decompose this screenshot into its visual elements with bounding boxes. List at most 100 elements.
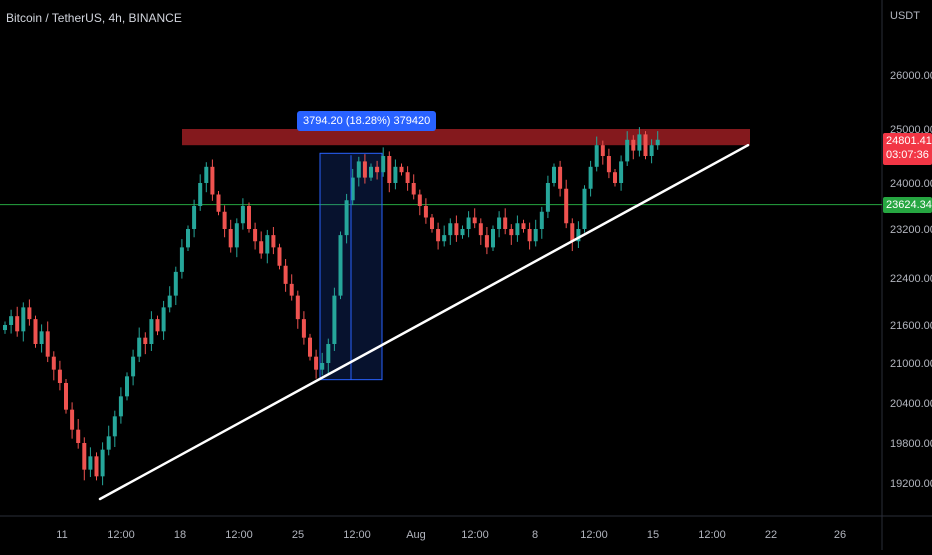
candle-body bbox=[271, 235, 276, 248]
x-tick-label: 12:00 bbox=[225, 529, 253, 541]
candle bbox=[82, 437, 87, 481]
candle-body bbox=[210, 166, 215, 195]
candle bbox=[387, 151, 392, 193]
candle bbox=[539, 206, 544, 239]
candle-body bbox=[39, 331, 44, 344]
candle-body bbox=[155, 319, 160, 332]
candle-body bbox=[436, 229, 441, 242]
candle-body bbox=[320, 363, 325, 370]
candle-body bbox=[491, 229, 495, 248]
candle bbox=[94, 452, 99, 481]
candle bbox=[362, 154, 367, 184]
candle bbox=[545, 175, 550, 219]
candle-body bbox=[350, 177, 355, 201]
candle bbox=[460, 225, 465, 239]
candle-body bbox=[613, 172, 617, 183]
candle-body bbox=[625, 139, 630, 162]
candle bbox=[356, 156, 361, 187]
candle bbox=[423, 198, 428, 224]
candle bbox=[405, 166, 410, 191]
candle-body bbox=[64, 383, 68, 410]
candle bbox=[344, 193, 349, 244]
candle bbox=[613, 168, 617, 187]
candle bbox=[51, 351, 56, 381]
candle bbox=[289, 274, 294, 301]
candle bbox=[167, 286, 172, 313]
candle-body bbox=[259, 241, 264, 254]
candle-body bbox=[179, 247, 184, 272]
candle bbox=[649, 139, 654, 164]
candle-body bbox=[423, 206, 428, 218]
candle bbox=[314, 349, 319, 379]
candle bbox=[27, 299, 32, 326]
candle-body bbox=[472, 217, 477, 224]
candle-body bbox=[405, 172, 410, 183]
candle bbox=[558, 160, 563, 197]
candle-body bbox=[314, 356, 319, 370]
y-tick-label: 23200.00 bbox=[890, 224, 932, 236]
candle bbox=[198, 174, 203, 211]
candle bbox=[64, 379, 68, 414]
symbol-title[interactable]: Bitcoin / TetherUS, 4h, BINANCE bbox=[6, 11, 182, 25]
candle bbox=[143, 332, 148, 355]
x-tick-label: Aug bbox=[406, 529, 426, 541]
candle-body bbox=[283, 265, 288, 284]
candle bbox=[338, 231, 343, 300]
candle-body bbox=[509, 229, 514, 236]
candle bbox=[295, 290, 300, 329]
candle-body bbox=[131, 356, 136, 377]
candle-body bbox=[204, 166, 209, 183]
candle-body bbox=[545, 183, 550, 212]
candle-body bbox=[454, 223, 459, 236]
y-tick-label: 19800.00 bbox=[890, 438, 932, 450]
candle-body bbox=[161, 307, 166, 332]
resistance-zone[interactable] bbox=[182, 129, 750, 146]
candle bbox=[33, 315, 38, 348]
trendline[interactable] bbox=[98, 143, 750, 501]
x-tick-label: 22 bbox=[765, 529, 777, 541]
candle-body bbox=[362, 161, 367, 178]
candle bbox=[240, 198, 245, 230]
candle bbox=[436, 222, 441, 250]
candle-body bbox=[497, 217, 502, 229]
measure-label[interactable]: 3794.20 (18.28%) 379420 bbox=[297, 111, 437, 131]
candle-body bbox=[369, 166, 373, 178]
candle bbox=[521, 219, 526, 233]
x-tick-label: 25 bbox=[292, 529, 304, 541]
candle-body bbox=[57, 369, 62, 383]
candle bbox=[155, 315, 160, 336]
candle-body bbox=[277, 247, 282, 266]
candle bbox=[369, 163, 373, 181]
y-tick-label: 24000.00 bbox=[890, 178, 932, 190]
current-price: 24801.41 bbox=[886, 135, 932, 147]
candle-body bbox=[240, 206, 245, 224]
candle-body bbox=[539, 211, 544, 229]
candle-body bbox=[94, 456, 99, 477]
candle-body bbox=[417, 194, 422, 206]
candle-body bbox=[125, 376, 129, 397]
candle bbox=[265, 229, 270, 264]
candle bbox=[186, 225, 190, 252]
candle bbox=[283, 259, 288, 292]
x-axis[interactable]: 11 12:00 18 12:00 25 12:00 Aug 12:00 8 12:00 15 12:… bbox=[56, 529, 846, 541]
candle-body bbox=[167, 295, 172, 308]
candle-body bbox=[381, 156, 386, 173]
candle bbox=[21, 302, 26, 342]
candle-body bbox=[619, 161, 624, 183]
candle bbox=[332, 287, 337, 351]
candle bbox=[619, 155, 624, 191]
candle-body bbox=[100, 449, 105, 477]
candle bbox=[9, 309, 14, 334]
y-axis[interactable]: 26000.0025000.0024000.0023200.0022400.00… bbox=[890, 70, 932, 490]
candle bbox=[606, 148, 611, 179]
candle bbox=[576, 221, 581, 248]
candle-body bbox=[594, 145, 599, 167]
candle-body bbox=[326, 344, 331, 363]
candle bbox=[308, 333, 312, 361]
candle bbox=[600, 140, 605, 165]
candle bbox=[149, 311, 154, 351]
candle bbox=[399, 163, 404, 176]
